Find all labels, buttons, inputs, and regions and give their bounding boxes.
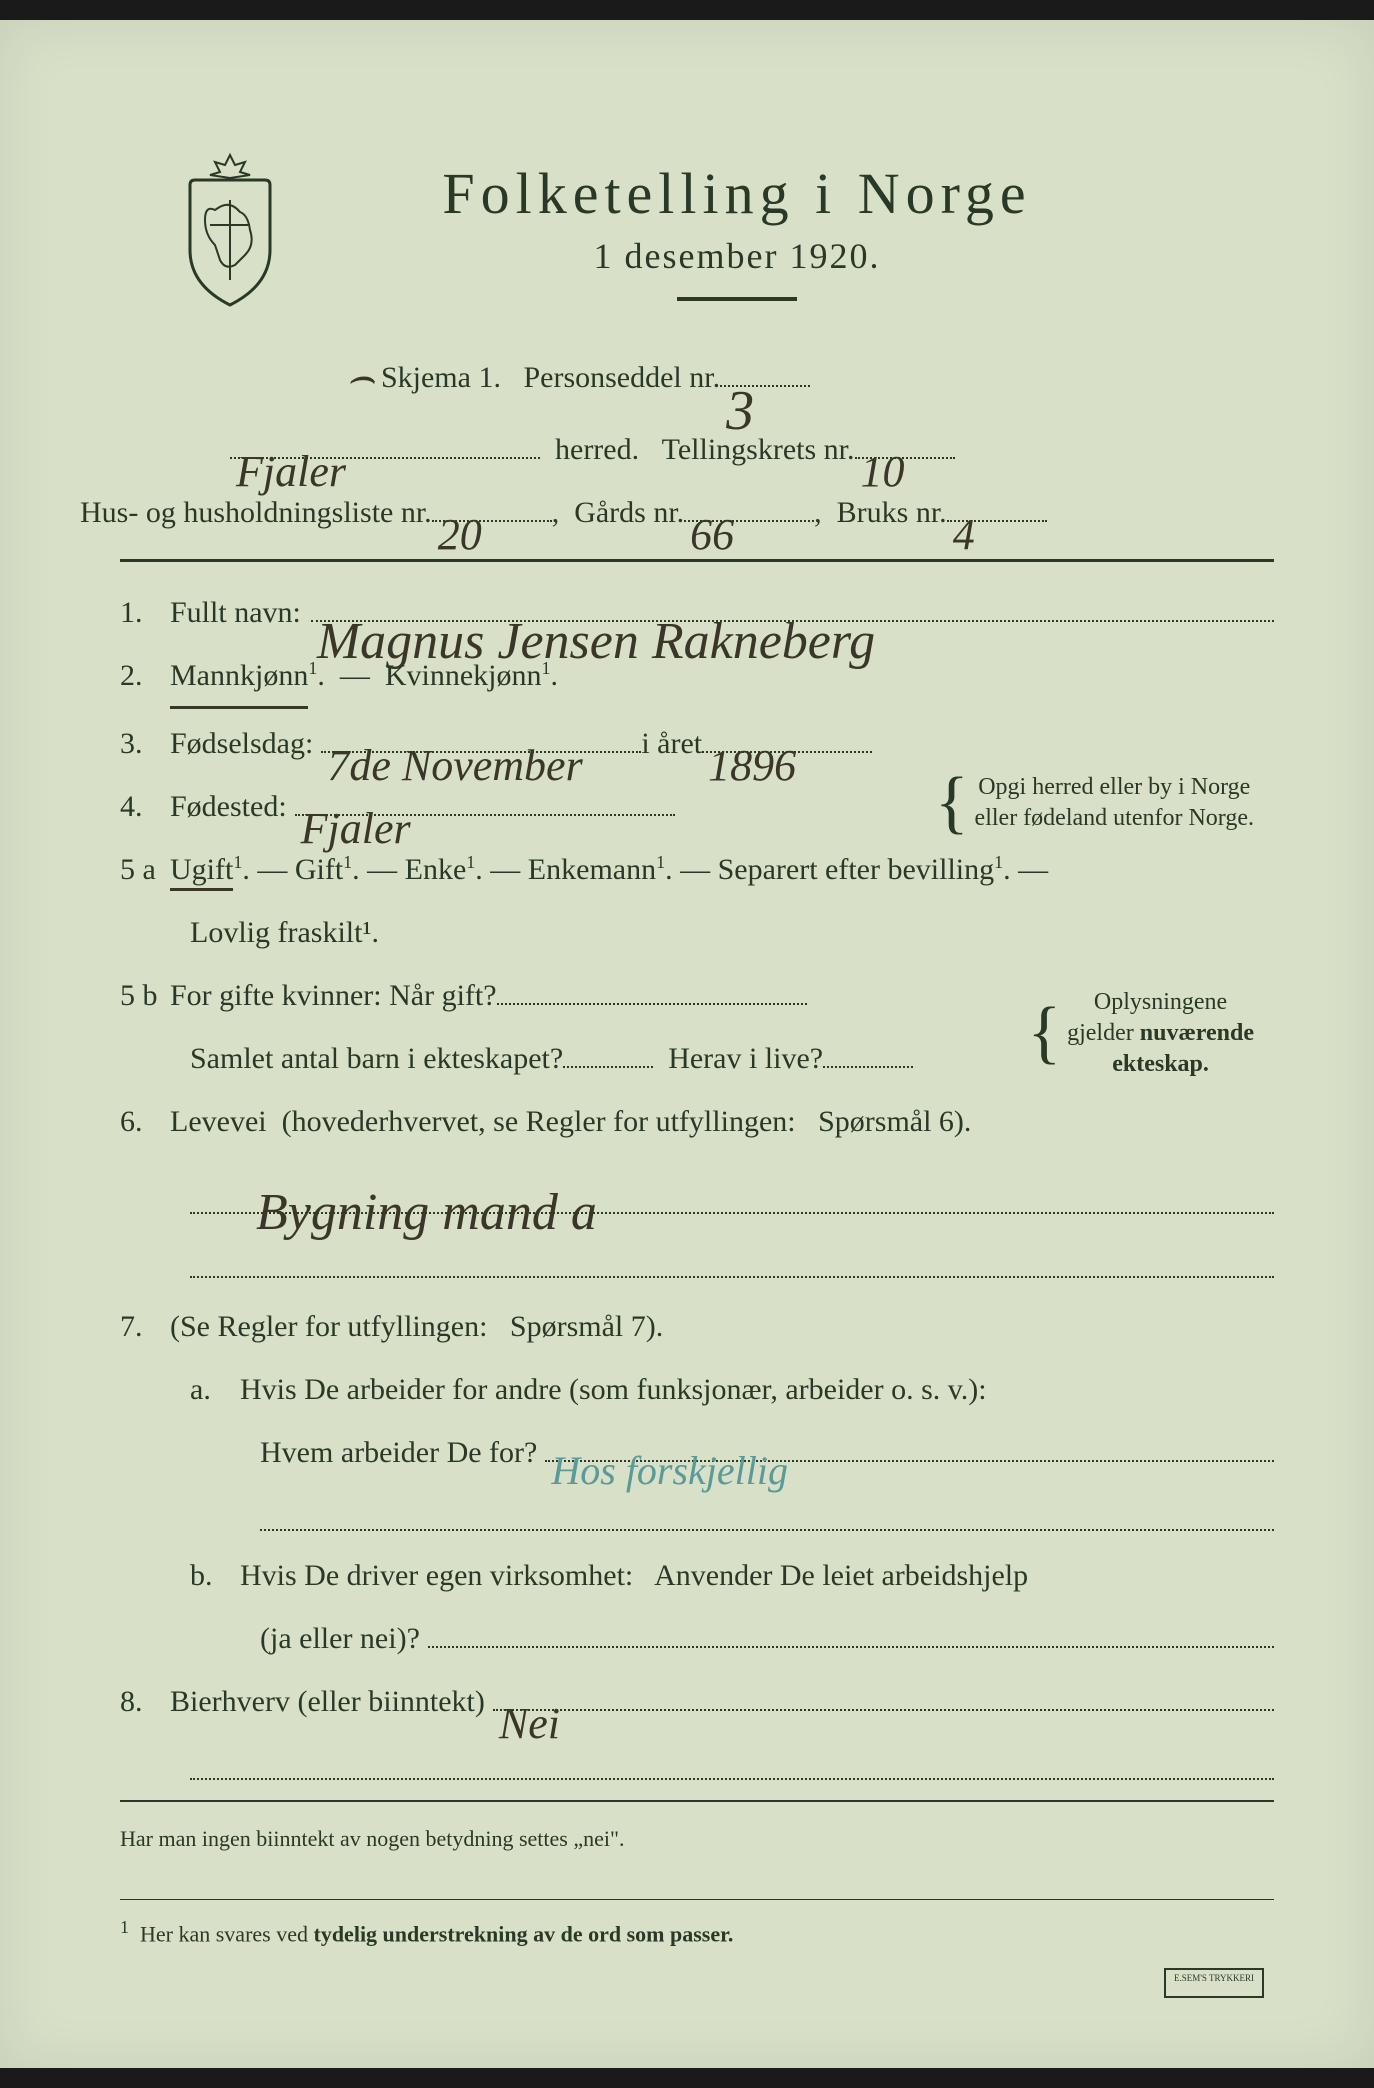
gards-value: 66 bbox=[684, 493, 740, 528]
row-q6: 6. Levevei (hovederhvervet, se Regler fo… bbox=[120, 1093, 1274, 1150]
q6-blank-line bbox=[190, 1224, 1274, 1278]
tellingskrets-label: Tellingskrets nr. bbox=[662, 421, 855, 478]
footnote-biinntekt: Har man ingen biinntekt av nogen betydni… bbox=[120, 1818, 1274, 1860]
husliste-value: 20 bbox=[432, 493, 488, 528]
q5b-note-1: Oplysningene bbox=[1094, 989, 1227, 1015]
footnote-sup1: 1 Her kan svares ved tydelig understrekn… bbox=[120, 1899, 1274, 1955]
row-q4: 4. Fødested: Fjaler { Opgi herred eller … bbox=[120, 778, 1274, 835]
q5a-ugift: Ugift bbox=[170, 853, 233, 891]
herred-label: herred. bbox=[555, 421, 639, 478]
q3-day-value: 7de November bbox=[321, 724, 588, 759]
census-form-document: Folketelling i Norge 1 desember 1920. ⌢ … bbox=[0, 20, 1374, 2068]
q7-label: (Se Regler for utfyllingen: Spørsmål 7). bbox=[170, 1298, 663, 1355]
q4-label: Fødested: bbox=[170, 778, 287, 835]
q3-label: Fødselsdag: bbox=[170, 715, 313, 772]
q7a-label: Hvis De arbeider for andre (som funksjon… bbox=[240, 1361, 987, 1418]
q5b-line1: For gifte kvinner: Når gift? bbox=[170, 967, 497, 1024]
personseddel-value: 3 bbox=[720, 358, 760, 393]
q6-label: Levevei (hovederhvervet, se Regler for u… bbox=[170, 1093, 971, 1150]
row-q7: 7. (Se Regler for utfyllingen: Spørsmål … bbox=[120, 1298, 1274, 1355]
form-body: ⌢ Skjema 1. Personseddel nr. 3 Fjaler he… bbox=[120, 331, 1274, 1956]
q7b-label: Hvis De driver egen virksomhet: Anvender… bbox=[240, 1547, 1028, 1604]
husliste-label: Hus- og husholdningsliste nr. bbox=[80, 484, 432, 541]
q6-value-line: Bygning mand a bbox=[190, 1160, 1274, 1214]
row-herred: Fjaler herred. Tellingskrets nr. 10 bbox=[230, 421, 1274, 478]
q7b-sub: (ja eller nei)? bbox=[260, 1610, 420, 1667]
row-q7a-2: Hvem arbeider De for? Hos forskjellig bbox=[260, 1424, 1274, 1481]
q1-label: Fullt navn: bbox=[170, 584, 301, 641]
q6-value: Bygning mand a bbox=[250, 1164, 603, 1218]
herred-value: Fjaler bbox=[230, 430, 352, 465]
q4-note-1: Opgi herred eller by i Norge bbox=[978, 774, 1250, 800]
gards-label: , Gårds nr. bbox=[552, 484, 684, 541]
q7a-sub: Hvem arbeider De for? bbox=[260, 1424, 537, 1481]
q5b-line2: Samlet antal barn i ekteskapet? bbox=[190, 1030, 563, 1087]
q8-blank bbox=[190, 1740, 1274, 1780]
q4-value: Fjaler bbox=[295, 787, 417, 822]
row-q5b-2: Samlet antal barn i ekteskapet? Herav i … bbox=[190, 1030, 1274, 1087]
coat-of-arms-icon bbox=[170, 150, 290, 310]
printer-mark: E.SEM'S TRYKKERI bbox=[1164, 1968, 1264, 1998]
q4-note-2: eller fødeland utenfor Norge. bbox=[975, 805, 1254, 831]
personseddel-label: Personseddel nr. bbox=[523, 349, 720, 406]
brace-icon: { bbox=[935, 782, 969, 824]
skjema-label: Skjema 1. bbox=[381, 349, 501, 406]
divider-2 bbox=[120, 1800, 1274, 1802]
q3-year-label: i året bbox=[641, 715, 702, 772]
row-husliste: Hus- og husholdningsliste nr. 20 , Gårds… bbox=[80, 484, 1274, 541]
q7a-value: Hos forskjellig bbox=[545, 1433, 794, 1468]
q1-value: Magnus Jensen Rakneberg bbox=[311, 593, 881, 628]
main-title: Folketelling i Norge bbox=[200, 160, 1274, 227]
row-q2: 2. Mannkjønn1. — Kvinnekjønn1. bbox=[120, 647, 1274, 709]
row-q1: 1. Fullt navn: Magnus Jensen Rakneberg bbox=[120, 584, 1274, 641]
divider-1 bbox=[120, 559, 1274, 562]
bruks-value: 4 bbox=[947, 493, 981, 528]
q8-label: Bierhverv (eller biinntekt) bbox=[170, 1673, 485, 1730]
row-q3: 3. Fødselsdag: 7de November i året 1896 bbox=[120, 715, 1274, 772]
row-q5a: 5 a Ugift1. — Gift1. — Enke1. — Enkemann… bbox=[120, 841, 1274, 898]
q8-value: Nei bbox=[493, 1682, 566, 1717]
subtitle: 1 desember 1920. bbox=[200, 235, 1274, 277]
q2-mann: Mannkjønn bbox=[170, 647, 308, 709]
row-q7b-2: (ja eller nei)? bbox=[260, 1610, 1274, 1667]
q4-note: Opgi herred eller by i Norge eller fødel… bbox=[975, 772, 1254, 834]
row-q5a-2: Lovlig fraskilt¹. bbox=[190, 904, 1274, 961]
tilde-mark: ⌢ bbox=[340, 335, 381, 419]
tellingskrets-value: 10 bbox=[855, 430, 911, 465]
row-q5b-1: 5 b For gifte kvinner: Når gift? { Oplys… bbox=[120, 967, 1274, 1024]
bruks-label: , Bruks nr. bbox=[814, 484, 947, 541]
title-rule bbox=[677, 297, 797, 301]
title-block: Folketelling i Norge 1 desember 1920. bbox=[200, 160, 1274, 301]
row-q8: 8. Bierhverv (eller biinntekt) Nei bbox=[120, 1673, 1274, 1730]
q5a-line2: Lovlig fraskilt¹. bbox=[190, 904, 379, 961]
q2-kvinne: Kvinnekjønn bbox=[385, 647, 542, 704]
row-q7b-1: b. Hvis De driver egen virksomhet: Anven… bbox=[190, 1547, 1274, 1604]
row-q7a-1: a. Hvis De arbeider for andre (som funks… bbox=[190, 1361, 1274, 1418]
q5b-line2b: Herav i live? bbox=[668, 1030, 823, 1087]
q3-year-value: 1896 bbox=[702, 724, 802, 759]
row-skjema: ⌢ Skjema 1. Personseddel nr. 3 bbox=[340, 331, 1274, 415]
q7a-blank bbox=[260, 1491, 1274, 1531]
